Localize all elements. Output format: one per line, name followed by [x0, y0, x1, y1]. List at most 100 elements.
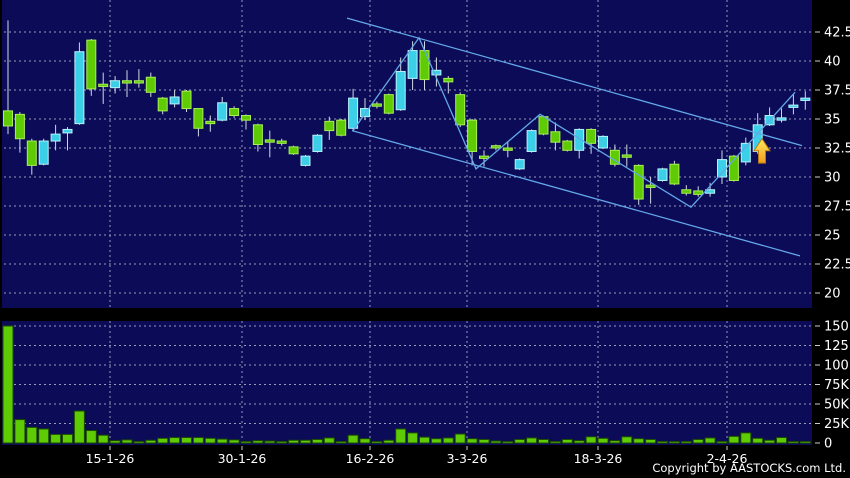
buy-signal-arrow-icon	[753, 137, 771, 164]
volume-bar	[85, 430, 97, 444]
volume-bar	[740, 432, 752, 444]
down-candle-body	[86, 39, 97, 90]
down-candle-body	[229, 108, 240, 117]
price-axis-label: 20	[824, 287, 841, 302]
down-candle-body	[276, 140, 287, 144]
price-axis-label: 22.5	[824, 258, 850, 273]
volume-axis-label: 100K	[824, 359, 850, 374]
volume-bar	[395, 428, 407, 444]
up-candle-body	[407, 50, 418, 79]
down-candle-body	[14, 113, 25, 140]
volume-bar	[585, 436, 597, 444]
volume-bar	[454, 433, 466, 444]
volume-bars	[2, 325, 811, 444]
down-candle-body	[145, 76, 156, 93]
down-candle-body	[467, 119, 478, 152]
volume-bar	[407, 432, 419, 444]
up-candle-body	[50, 133, 61, 142]
down-candle-body	[455, 94, 466, 126]
volume-axis-label: 0	[824, 437, 832, 452]
down-candle-body	[181, 90, 192, 110]
volume-bar	[526, 437, 538, 444]
volume-bar	[121, 439, 133, 444]
volume-bar	[609, 440, 621, 444]
volume-bar	[621, 436, 633, 444]
down-candle-body	[193, 108, 204, 129]
volume-bar	[240, 440, 252, 444]
volume-bar	[573, 440, 585, 444]
volume-bar	[442, 437, 454, 444]
price-axis-label: 35	[824, 113, 841, 128]
volume-bar	[264, 440, 276, 444]
down-candle-body	[324, 120, 335, 132]
price-axis-label: 37.5	[824, 84, 850, 99]
volume-bar	[419, 436, 430, 444]
volume-bar	[371, 441, 383, 444]
down-candle-body	[538, 116, 549, 135]
volume-bar	[680, 440, 692, 444]
down-candle-body	[98, 83, 109, 88]
up-candle-body	[217, 102, 228, 121]
down-candle-body	[336, 119, 347, 136]
price-pane-background	[2, 0, 812, 308]
volume-bar	[538, 438, 549, 444]
volume-bar	[157, 437, 169, 444]
volume-bar	[716, 440, 728, 444]
price-axis-label: 30	[824, 171, 841, 186]
volume-bar	[799, 441, 811, 444]
volume-bar	[633, 438, 645, 444]
volume-bar	[97, 434, 109, 444]
price-axis-label: 32.5	[824, 142, 850, 157]
down-candle-body	[681, 189, 692, 194]
up-candle-body	[431, 69, 442, 76]
volume-bar	[26, 426, 38, 444]
volume-bar	[252, 440, 264, 444]
date-label: 30-1-26	[218, 451, 267, 466]
volume-bar	[692, 438, 704, 444]
down-candle-body	[133, 80, 144, 84]
upper-channel-line	[346, 17, 803, 147]
up-candle-body	[776, 117, 787, 121]
volume-bar	[657, 440, 668, 444]
volume-bar	[169, 437, 181, 444]
date-label: 15-1-26	[86, 451, 135, 466]
down-candle-body	[264, 139, 275, 143]
zigzag-line	[352, 36, 796, 208]
volume-bar	[181, 437, 192, 444]
volume-bar	[276, 440, 288, 444]
down-candle-body	[645, 184, 656, 188]
date-label: 16-2-26	[346, 451, 395, 466]
down-candle-body	[122, 80, 132, 84]
volume-bar	[514, 438, 526, 444]
volume-bar	[668, 441, 680, 444]
volume-bar	[764, 439, 776, 444]
down-candle-body	[288, 146, 299, 155]
volume-bar	[549, 440, 561, 444]
down-candle-body	[669, 163, 680, 185]
up-candle-body	[110, 80, 121, 89]
up-candle-body	[598, 135, 608, 149]
down-candle-body	[26, 140, 37, 166]
trend-lines	[346, 17, 803, 257]
volume-bar	[704, 437, 716, 444]
up-candle-body	[740, 142, 751, 163]
down-candle-body	[419, 50, 430, 81]
date-label: 18-3-26	[574, 451, 623, 466]
volume-axis-label: 50K	[824, 398, 850, 413]
price-axis-label: 40	[824, 55, 841, 70]
volume-axis-label: 150K	[824, 320, 850, 335]
volume-bar	[466, 438, 478, 444]
up-candle-body	[395, 70, 406, 111]
volume-bar	[787, 441, 799, 444]
volume-bar	[478, 438, 490, 444]
volume-bar	[335, 441, 347, 444]
price-axis-label: 27.5	[824, 200, 850, 215]
up-candle-body	[38, 140, 49, 165]
volume-bar	[288, 439, 300, 444]
up-candle-body	[514, 159, 525, 170]
volume-bar	[62, 433, 73, 444]
volume-axis-label: 25K	[824, 417, 850, 432]
up-candle-body	[574, 128, 585, 151]
volume-bar	[216, 438, 228, 444]
